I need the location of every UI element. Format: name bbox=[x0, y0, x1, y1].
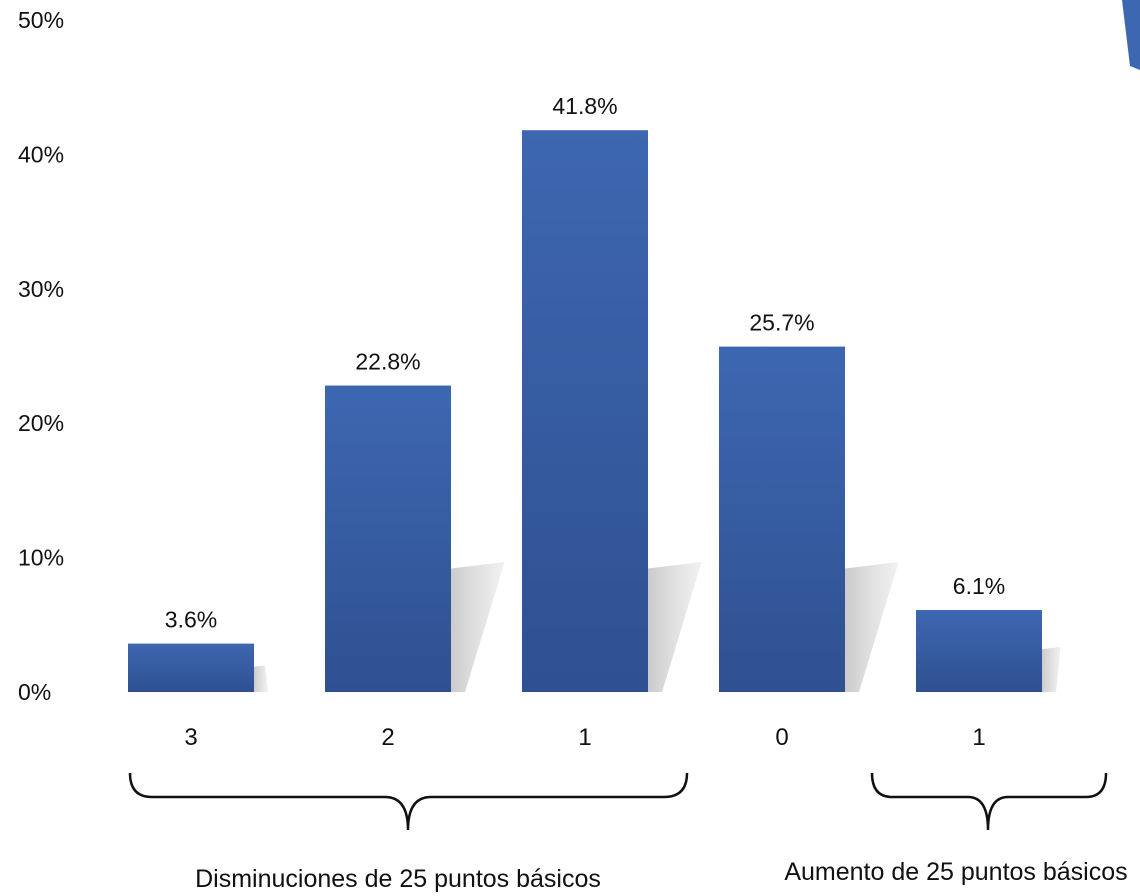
group-brace-aumento bbox=[870, 772, 1108, 831]
bars bbox=[128, 130, 1042, 692]
bar bbox=[325, 385, 451, 692]
group-label-aumento: Aumento de 25 puntos básicos bbox=[784, 858, 1127, 886]
group-brace-disminuciones bbox=[128, 772, 689, 831]
data-label: 3.6% bbox=[165, 607, 217, 633]
bar bbox=[128, 643, 254, 692]
bar-shadow bbox=[1042, 646, 1061, 692]
bar bbox=[719, 346, 845, 692]
group-label-disminuciones: Disminuciones de 25 puntos básicos bbox=[195, 865, 601, 893]
y-tick-label: 20% bbox=[18, 410, 64, 436]
y-tick-label: 30% bbox=[18, 276, 64, 302]
bar-shadows bbox=[254, 562, 1061, 692]
data-label: 25.7% bbox=[749, 310, 814, 336]
x-tick-label: 2 bbox=[381, 724, 394, 751]
data-labels: 3.6% 22.8% 41.8% 25.7% 6.1% bbox=[165, 93, 1005, 632]
bar-shadow bbox=[254, 665, 268, 692]
bar-shadow bbox=[451, 562, 505, 692]
x-tick-label: 3 bbox=[184, 724, 197, 751]
y-tick-label: 40% bbox=[18, 141, 64, 167]
x-tick-label: 0 bbox=[775, 724, 788, 751]
data-label: 22.8% bbox=[355, 349, 420, 375]
data-label: 6.1% bbox=[953, 573, 1005, 599]
y-axis: 0% 10% 20% 30% 40% 50% bbox=[18, 7, 64, 705]
x-tick-label: 1 bbox=[972, 724, 985, 751]
x-axis: 3 2 1 0 1 bbox=[184, 724, 985, 751]
y-tick-label: 0% bbox=[18, 679, 51, 705]
data-label: 41.8% bbox=[552, 93, 617, 119]
x-tick-label: 1 bbox=[578, 724, 591, 751]
y-tick-label: 50% bbox=[18, 7, 64, 33]
bar bbox=[522, 130, 648, 692]
y-tick-label: 10% bbox=[18, 545, 64, 571]
bar-shadow bbox=[648, 562, 702, 692]
bar-shadow bbox=[845, 562, 899, 692]
bar bbox=[916, 610, 1042, 692]
corner-accent bbox=[1122, 0, 1140, 70]
